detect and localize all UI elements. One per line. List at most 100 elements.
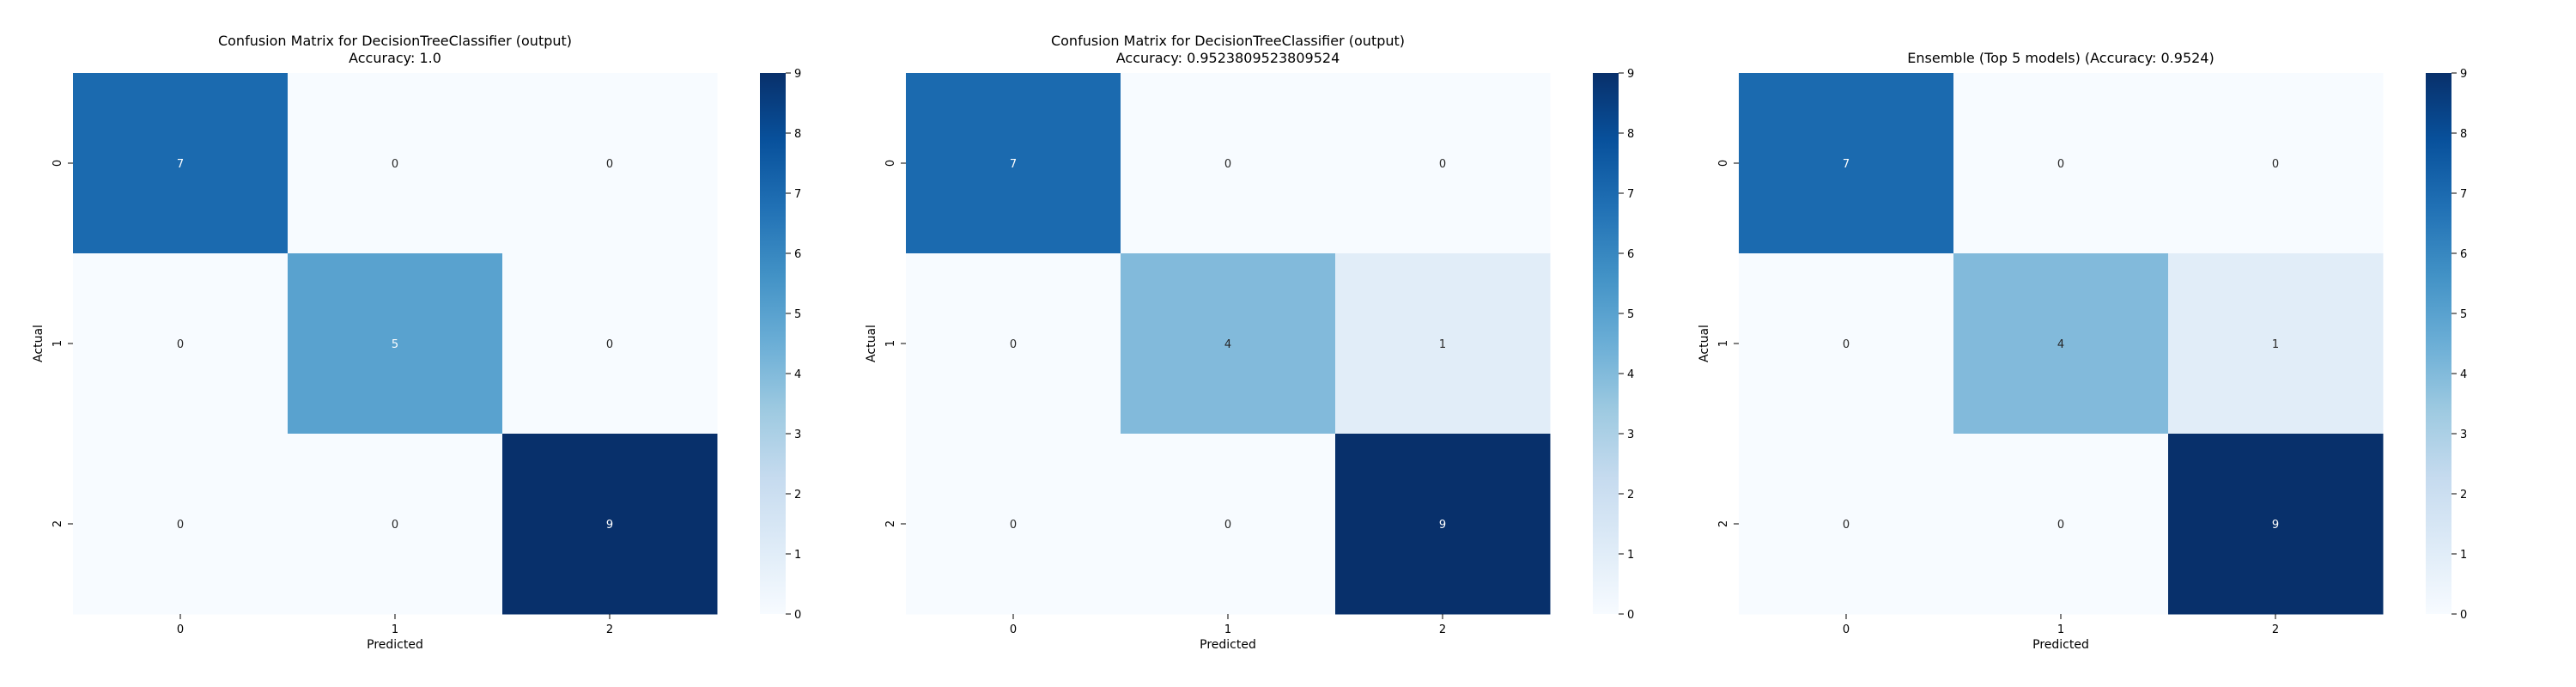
colorbar-tick-label: 1 (1627, 549, 1634, 562)
heatmap-cell (906, 253, 1121, 435)
colorbar-tick-label: 9 (1627, 68, 1634, 81)
cell-value-label: 0 (1439, 158, 1446, 171)
y-tick-label: 2 (52, 520, 64, 527)
heatmap-cell (288, 434, 503, 615)
x-axis-label: Predicted (1200, 638, 1256, 652)
heatmap-cell (1739, 253, 1954, 435)
y-tick-label: 1 (1717, 340, 1730, 347)
cell-value-label: 5 (392, 338, 398, 351)
x-tick-label: 2 (606, 623, 613, 636)
colorbar-tick-label: 2 (1627, 489, 1634, 502)
cell-value-label: 0 (1224, 519, 1231, 532)
heatmap-cell (2168, 434, 2384, 615)
y-tick-label: 0 (884, 160, 897, 167)
colorbar-tick-label: 8 (1627, 128, 1634, 141)
colorbar-tick-label: 6 (794, 248, 801, 261)
heatmap-cell (1121, 73, 1336, 254)
heatmap-cell (502, 253, 718, 435)
heatmap-cell (1953, 434, 2169, 615)
heatmap-cell (1335, 253, 1551, 435)
heatmap-cell (288, 73, 503, 254)
cell-value-label: 0 (2057, 158, 2064, 171)
cell-value-label: 0 (606, 338, 613, 351)
heatmap-cell (73, 434, 289, 615)
chart-title-line: Confusion Matrix for DecisionTreeClassif… (218, 33, 572, 49)
x-tick-label: 2 (1439, 623, 1446, 636)
colorbar-tick-label: 5 (794, 308, 801, 321)
heatmap-cell (2168, 253, 2384, 435)
heatmap-cell (73, 253, 289, 435)
x-tick-label: 2 (2272, 623, 2279, 636)
colorbar (1593, 73, 1619, 614)
y-tick-label: 2 (1717, 520, 1730, 527)
cell-value-label: 0 (2272, 158, 2279, 171)
y-tick-label: 2 (884, 520, 897, 527)
heatmap-panel-3: Ensemble (Top 5 models) (Accuracy: 0.952… (1698, 50, 2467, 652)
heatmap-cell (502, 434, 718, 615)
cell-value-label: 4 (1224, 338, 1231, 351)
heatmap-cell (1335, 434, 1551, 615)
heatmap-cell (1739, 73, 1954, 254)
heatmap-cell (502, 73, 718, 254)
y-tick-label: 0 (52, 160, 64, 167)
cell-value-label: 7 (1843, 158, 1850, 171)
cell-value-label: 1 (1439, 338, 1446, 351)
x-tick-label: 1 (2057, 623, 2064, 636)
chart-title-line: Ensemble (Top 5 models) (Accuracy: 0.952… (1907, 50, 2214, 66)
cell-value-label: 0 (1010, 519, 1017, 532)
heatmap-cell (1335, 73, 1551, 254)
colorbar-tick-label: 5 (1627, 308, 1634, 321)
chart-title-line: Accuracy: 1.0 (349, 50, 441, 66)
colorbar-tick-label: 3 (1627, 429, 1634, 441)
cell-value-label: 1 (2272, 338, 2279, 351)
colorbar-tick-label: 8 (2460, 128, 2467, 141)
colorbar-tick-label: 4 (794, 368, 801, 381)
cell-value-label: 7 (1010, 158, 1017, 171)
heatmap-cell (288, 253, 503, 435)
colorbar-tick-label: 6 (1627, 248, 1634, 261)
colorbar-tick-label: 7 (2460, 188, 2467, 201)
cell-value-label: 0 (1843, 338, 1850, 351)
heatmap-cell (906, 434, 1121, 615)
cell-value-label: 0 (606, 158, 613, 171)
colorbar-tick-label: 0 (2460, 609, 2467, 622)
colorbar-tick-label: 7 (1627, 188, 1634, 201)
cell-value-label: 9 (1439, 519, 1446, 532)
y-tick-label: 1 (52, 340, 64, 347)
cell-value-label: 0 (2057, 519, 2064, 532)
colorbar-tick-label: 9 (794, 68, 801, 81)
y-tick-label: 1 (884, 340, 897, 347)
heatmap-cell (1739, 434, 1954, 615)
cell-value-label: 0 (1843, 519, 1850, 532)
heatmap-cell (1121, 253, 1336, 435)
colorbar-tick-label: 4 (2460, 368, 2467, 381)
heatmap-cell (73, 73, 289, 254)
x-axis-label: Predicted (367, 638, 423, 652)
colorbar-tick-label: 2 (794, 489, 801, 502)
chart-title-line: Accuracy: 0.9523809523809524 (1116, 50, 1340, 66)
cell-value-label: 7 (177, 158, 184, 171)
cell-value-label: 0 (392, 519, 398, 532)
heatmap-cell (906, 73, 1121, 254)
cell-value-label: 9 (606, 519, 613, 532)
heatmap-panel-2: Confusion Matrix for DecisionTreeClassif… (865, 33, 1634, 652)
cell-value-label: 0 (177, 338, 184, 351)
colorbar-tick-label: 1 (794, 549, 801, 562)
colorbar (2426, 73, 2451, 614)
colorbar-tick-label: 3 (2460, 429, 2467, 441)
colorbar-tick-label: 4 (1627, 368, 1634, 381)
colorbar (760, 73, 786, 614)
x-tick-label: 0 (1010, 623, 1017, 636)
cell-value-label: 0 (177, 519, 184, 532)
heatmap-cell (2168, 73, 2384, 254)
cell-value-label: 0 (1010, 338, 1017, 351)
colorbar-tick-label: 1 (2460, 549, 2467, 562)
heatmap-panel-1: Confusion Matrix for DecisionTreeClassif… (32, 33, 801, 652)
heatmap-cell (1121, 434, 1336, 615)
colorbar-tick-label: 8 (794, 128, 801, 141)
cell-value-label: 9 (2272, 519, 2279, 532)
x-tick-label: 0 (177, 623, 184, 636)
colorbar-tick-label: 3 (794, 429, 801, 441)
cell-value-label: 4 (2057, 338, 2064, 351)
